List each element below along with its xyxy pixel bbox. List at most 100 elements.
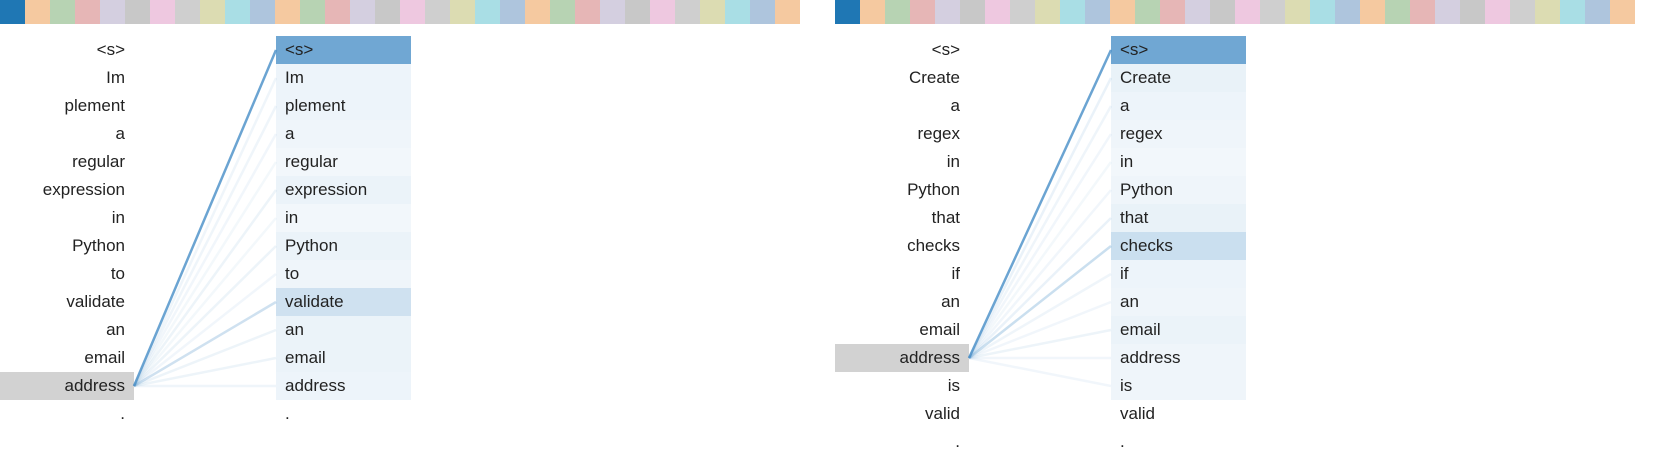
attention-head-swatch[interactable] — [835, 0, 860, 24]
source-token[interactable]: an — [106, 320, 125, 339]
attention-head-swatch[interactable] — [525, 0, 550, 24]
attention-head-swatch[interactable] — [1010, 0, 1035, 24]
source-token[interactable]: expression — [42, 180, 125, 199]
target-token[interactable]: <s> — [276, 36, 411, 64]
attention-head-swatch[interactable] — [1160, 0, 1185, 24]
attention-head-swatch[interactable] — [550, 0, 575, 24]
source-token[interactable]: an — [941, 292, 960, 311]
attention-head-swatch[interactable] — [1060, 0, 1085, 24]
attention-head-swatch[interactable] — [985, 0, 1010, 24]
target-token[interactable]: in — [276, 204, 411, 232]
source-token[interactable]: Python — [72, 236, 125, 255]
target-token[interactable]: Create — [1111, 64, 1246, 92]
target-token[interactable]: is — [1111, 372, 1246, 400]
source-token[interactable]: Im — [106, 68, 125, 87]
source-token[interactable]: address — [0, 372, 134, 400]
attention-head-swatch[interactable] — [1435, 0, 1460, 24]
target-token[interactable]: checks — [1111, 232, 1246, 260]
attention-head-swatch[interactable] — [225, 0, 250, 24]
attention-head-swatch[interactable] — [1360, 0, 1385, 24]
attention-head-swatch[interactable] — [600, 0, 625, 24]
attention-head-swatch[interactable] — [1410, 0, 1435, 24]
attention-head-swatch[interactable] — [1260, 0, 1285, 24]
source-token[interactable]: email — [84, 348, 125, 367]
attention-head-swatch[interactable] — [75, 0, 100, 24]
source-token[interactable]: Python — [907, 180, 960, 199]
source-token[interactable]: <s> — [96, 40, 125, 59]
attention-head-swatch[interactable] — [650, 0, 675, 24]
target-token[interactable]: <s> — [1111, 36, 1246, 64]
target-token[interactable]: to — [276, 260, 411, 288]
target-token[interactable]: valid — [1120, 404, 1155, 423]
attention-head-swatch[interactable] — [500, 0, 525, 24]
attention-head-swatch[interactable] — [100, 0, 125, 24]
attention-head-swatch[interactable] — [775, 0, 800, 24]
attention-head-swatch[interactable] — [475, 0, 500, 24]
attention-head-swatch[interactable] — [450, 0, 475, 24]
target-token[interactable]: Im — [276, 64, 411, 92]
target-token[interactable]: . — [285, 404, 290, 423]
attention-head-swatch[interactable] — [50, 0, 75, 24]
attention-head-swatch[interactable] — [910, 0, 935, 24]
source-token[interactable]: if — [951, 264, 961, 283]
attention-head-swatch[interactable] — [1485, 0, 1510, 24]
attention-head-swatch[interactable] — [1285, 0, 1310, 24]
attention-head-swatch[interactable] — [425, 0, 450, 24]
target-token[interactable]: that — [1111, 204, 1246, 232]
source-token[interactable]: in — [946, 152, 960, 171]
target-token[interactable]: an — [1111, 288, 1246, 316]
target-token[interactable]: regex — [1111, 120, 1246, 148]
target-token[interactable]: address — [1111, 344, 1246, 372]
source-token[interactable]: a — [950, 96, 960, 115]
attention-head-swatch[interactable] — [1235, 0, 1260, 24]
attention-head-swatch[interactable] — [885, 0, 910, 24]
attention-head-swatch[interactable] — [250, 0, 275, 24]
source-token[interactable]: address — [835, 344, 969, 372]
target-token[interactable]: expression — [276, 176, 411, 204]
source-token[interactable]: . — [955, 432, 960, 451]
attention-head-swatch[interactable] — [1510, 0, 1535, 24]
attention-head-swatch[interactable] — [625, 0, 650, 24]
attention-head-swatch[interactable] — [675, 0, 700, 24]
attention-head-swatch[interactable] — [1560, 0, 1585, 24]
attention-head-swatch[interactable] — [1110, 0, 1135, 24]
source-token[interactable]: is — [947, 376, 960, 395]
attention-head-swatch[interactable] — [1385, 0, 1410, 24]
attention-head-swatch[interactable] — [1310, 0, 1335, 24]
target-token[interactable]: validate — [276, 288, 411, 316]
attention-head-swatch[interactable] — [1460, 0, 1485, 24]
attention-head-swatch[interactable] — [200, 0, 225, 24]
target-token[interactable]: Python — [1111, 176, 1246, 204]
source-token[interactable]: plement — [64, 96, 125, 115]
attention-head-swatch[interactable] — [275, 0, 300, 24]
attention-head-swatch[interactable] — [0, 0, 25, 24]
attention-head-swatch[interactable] — [1535, 0, 1560, 24]
source-token[interactable]: regular — [72, 152, 125, 171]
attention-head-swatch[interactable] — [1210, 0, 1235, 24]
attention-head-swatch[interactable] — [750, 0, 775, 24]
source-token[interactable]: to — [110, 264, 125, 283]
target-token[interactable]: address — [276, 372, 411, 400]
attention-head-swatch[interactable] — [725, 0, 750, 24]
target-token[interactable]: plement — [276, 92, 411, 120]
source-token[interactable]: that — [931, 208, 960, 227]
target-token[interactable]: regular — [276, 148, 411, 176]
target-token[interactable]: a — [276, 120, 411, 148]
source-token[interactable]: validate — [66, 292, 125, 311]
source-token[interactable]: valid — [925, 404, 960, 423]
attention-head-swatch[interactable] — [300, 0, 325, 24]
target-token[interactable]: email — [276, 344, 411, 372]
source-token[interactable]: in — [111, 208, 125, 227]
attention-head-swatch[interactable] — [25, 0, 50, 24]
attention-head-swatch[interactable] — [1335, 0, 1360, 24]
source-token[interactable]: . — [120, 404, 125, 423]
attention-head-swatch[interactable] — [935, 0, 960, 24]
attention-head-swatch[interactable] — [1035, 0, 1060, 24]
attention-head-swatch[interactable] — [125, 0, 150, 24]
target-token[interactable]: email — [1111, 316, 1246, 344]
attention-head-swatch[interactable] — [575, 0, 600, 24]
target-token[interactable]: . — [1120, 432, 1125, 451]
target-token[interactable]: Python — [276, 232, 411, 260]
target-token[interactable]: an — [276, 316, 411, 344]
attention-head-swatch[interactable] — [1610, 0, 1635, 24]
